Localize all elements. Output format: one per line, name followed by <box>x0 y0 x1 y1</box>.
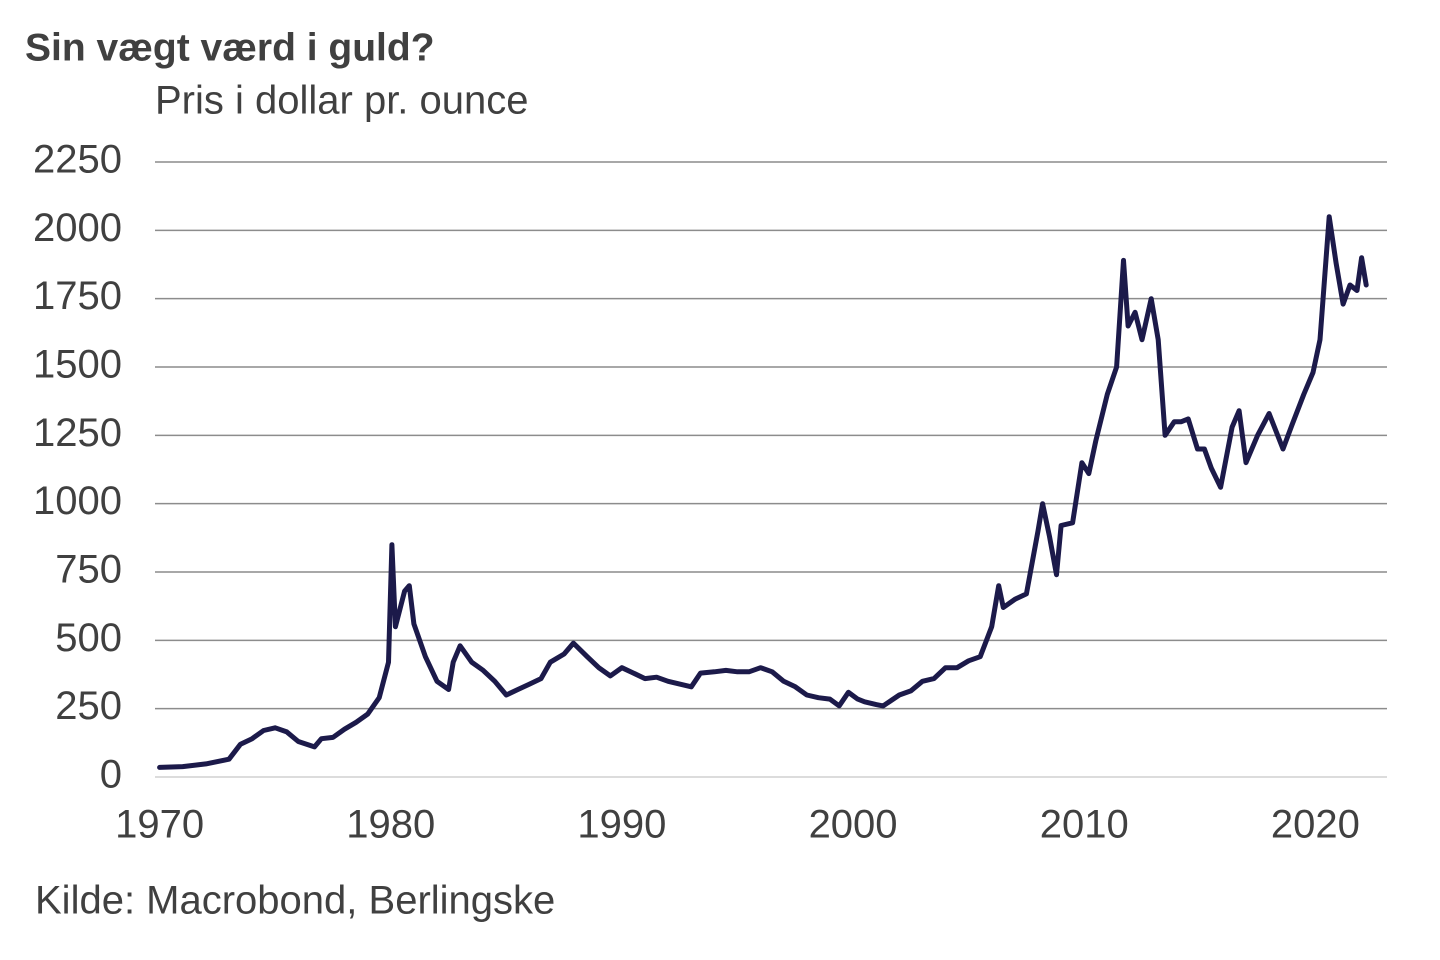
y-tick-label: 1250 <box>33 411 122 455</box>
y-tick-label: 1750 <box>33 274 122 318</box>
price-line <box>157 214 1369 770</box>
x-tick-label: 1990 <box>577 803 666 847</box>
y-tick-label: 250 <box>55 684 122 728</box>
x-tick-label: 1980 <box>346 803 435 847</box>
y-tick-label: 500 <box>55 616 122 660</box>
y-tick-label: 0 <box>100 753 122 797</box>
y-tick-label: 1500 <box>33 343 122 387</box>
y-tick-label: 1000 <box>33 479 122 523</box>
source-note: Kilde: Macrobond, Berlingske <box>35 879 555 923</box>
y-tick-label: 2250 <box>33 138 122 182</box>
chart-subtitle: Pris i dollar pr. ounce <box>155 79 529 123</box>
x-tick-label: 2020 <box>1271 803 1360 847</box>
x-tick-label: 2010 <box>1040 803 1129 847</box>
x-tick-label: 1970 <box>115 803 204 847</box>
y-tick-label: 750 <box>55 548 122 592</box>
chart-title: Sin vægt værd i guld? <box>25 26 435 69</box>
x-tick-label: 2000 <box>809 803 898 847</box>
y-tick-label: 2000 <box>33 206 122 250</box>
